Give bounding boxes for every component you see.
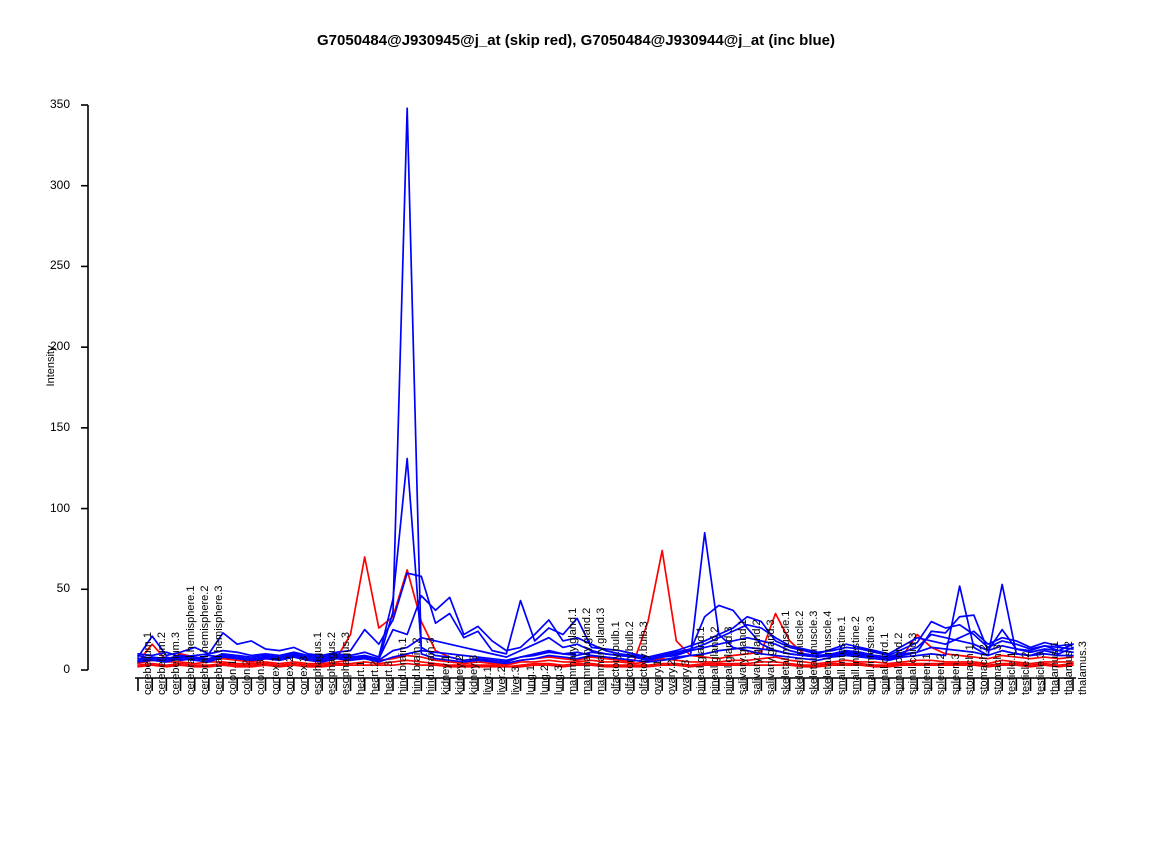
y-tick-label: 200 xyxy=(49,339,70,354)
x-tick-label: hind.brain.2 xyxy=(411,637,424,696)
x-tick-label: lung.3 xyxy=(552,665,565,695)
x-tick-label: mammary.gland.2 xyxy=(581,607,594,695)
x-tick-label: olfactory.bulb.2 xyxy=(623,621,636,695)
x-tick-label: mammary.gland.3 xyxy=(595,607,608,695)
x-tick-label: cerebellum.3 xyxy=(170,632,183,695)
x-tick-label: testicle.3 xyxy=(1034,651,1047,695)
y-axis xyxy=(81,104,89,671)
x-tick-label: colon.2 xyxy=(241,659,254,695)
x-tick-label: cerebellum.2 xyxy=(156,632,169,695)
x-tick-label: stomach.1 xyxy=(963,644,976,695)
x-tick-label: salivary.gland.3 xyxy=(765,619,778,695)
x-tick-label: lung.1 xyxy=(524,665,537,695)
y-tick-label: 250 xyxy=(49,258,70,273)
x-tick-label: cerebral.hemisphere.2 xyxy=(198,585,211,695)
data-series-group xyxy=(137,107,1074,668)
chart-title: G7050484@J930945@j_at (skip red), G70504… xyxy=(317,32,835,49)
x-tick-label: kidney.2 xyxy=(453,654,466,695)
x-tick-label: stomach.3 xyxy=(992,644,1004,695)
x-tick-label: spinal.cord.2 xyxy=(892,632,905,695)
x-tick-label: pineal.gland.1 xyxy=(694,626,707,695)
x-tick-label: ovary.3 xyxy=(680,659,693,695)
x-tick-label: cerebral.hemisphere.3 xyxy=(212,585,225,695)
x-tick-label: olfactory.bulb.1 xyxy=(609,621,622,695)
x-tick-label: liver.3 xyxy=(510,666,523,695)
x-tick-label: colon.3 xyxy=(255,659,268,695)
x-tick-label: esophagus.1 xyxy=(312,632,324,695)
x-tick-label: colon.1 xyxy=(227,659,239,695)
x-tick-label: mammary.gland.1 xyxy=(567,607,579,695)
x-tick-label: cerebral.hemisphere.1 xyxy=(184,585,197,695)
y-tick-label: 350 xyxy=(49,97,70,111)
x-tick-label: small.intestine.1 xyxy=(836,616,849,695)
x-tick-label: cortex.2 xyxy=(283,655,296,695)
x-tick-label: skeletal.muscle.1 xyxy=(779,610,792,695)
x-tick-label: ovary.1 xyxy=(652,659,664,695)
x-tick-label: thalamus.2 xyxy=(1062,641,1075,695)
x-tick-label: hind.brain.3 xyxy=(425,637,438,696)
x-tick-label: cortex.1 xyxy=(269,655,282,695)
x-tick-label: spleen.3 xyxy=(949,653,962,695)
y-tick-label: 50 xyxy=(56,581,70,596)
series-line xyxy=(137,594,1074,660)
series-line xyxy=(137,659,1074,668)
x-tick-label: small.intestine.3 xyxy=(864,616,877,695)
y-tick-label: 300 xyxy=(49,177,70,192)
x-tick-label: skeletal.muscle.3 xyxy=(807,610,820,695)
x-tick-label: kidney.3 xyxy=(467,654,480,695)
x-tick-label: kidney.1 xyxy=(439,654,452,695)
x-tick-label: cortex.3 xyxy=(297,655,310,695)
x-tick-label: hind.brain.1 xyxy=(397,637,409,696)
y-tick-label: 150 xyxy=(49,419,70,434)
x-tick-label: heart.3 xyxy=(382,660,395,695)
x-tick-label: spinal.cord.3 xyxy=(907,632,919,695)
x-tick-label: liver.2 xyxy=(496,666,509,695)
x-tick-label: liver.1 xyxy=(482,666,494,695)
x-tick-label: stomach.2 xyxy=(977,644,990,695)
y-tick-label: 0 xyxy=(63,662,70,676)
x-tick-label: heart.2 xyxy=(368,660,381,695)
series-line xyxy=(137,572,1074,658)
x-tick-label: spleen.1 xyxy=(921,653,934,695)
x-tick-label: salivary.gland.1 xyxy=(737,619,749,695)
series-line xyxy=(137,662,1074,668)
x-tick-label: ovary.2 xyxy=(666,659,679,695)
x-tick-label: esophagus.2 xyxy=(326,632,339,695)
x-tick-label: pineal.gland.2 xyxy=(708,626,721,695)
x-tick-label: thalamus.1 xyxy=(1048,641,1061,695)
series-line xyxy=(137,646,1074,663)
x-tick-label: skeletal.muscle.4 xyxy=(822,610,834,695)
x-tick-label: spleen.2 xyxy=(935,653,948,695)
x-axis xyxy=(135,677,1076,691)
x-tick-label: lung.2 xyxy=(538,665,551,695)
y-tick-label: 100 xyxy=(49,500,70,515)
x-tick-label: thalamus.3 xyxy=(1077,641,1089,695)
x-tick-label: skeletal.muscle.2 xyxy=(793,610,806,695)
x-tick-label: heart.1 xyxy=(354,660,367,695)
x-tick-label: spinal.cord.1 xyxy=(878,632,891,695)
x-tick-label: olfactory.bulb.3 xyxy=(637,621,650,695)
series-line xyxy=(137,654,1074,667)
x-tick-label: testicle.2 xyxy=(1020,651,1033,695)
x-tick-label: small.intestine.2 xyxy=(850,616,863,695)
series-line xyxy=(137,633,1074,662)
x-tick-label: cerebellum.1 xyxy=(142,632,154,695)
x-tick-label: salivary.gland.2 xyxy=(751,619,764,695)
x-tick-label: testicle.1 xyxy=(1006,651,1019,695)
x-tick-label: pineal.gland.3 xyxy=(722,626,735,695)
x-tick-label: esophagus.3 xyxy=(340,632,353,695)
